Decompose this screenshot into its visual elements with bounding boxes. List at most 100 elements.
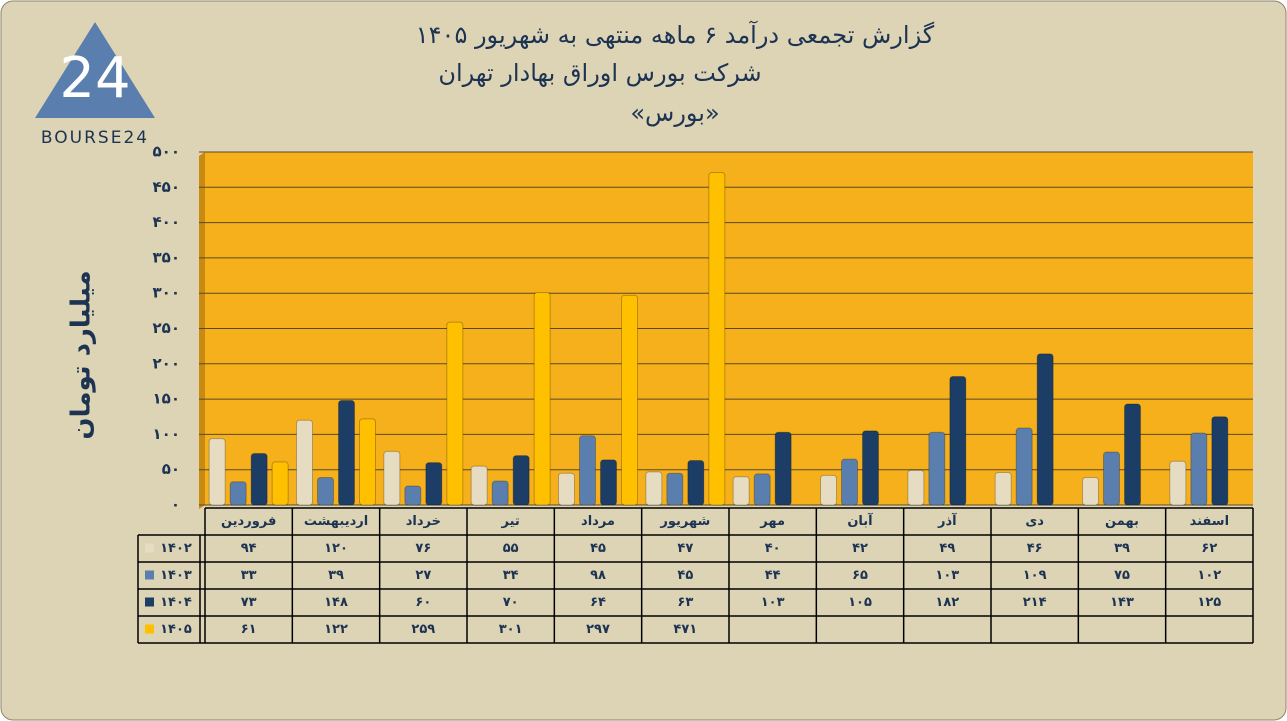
bar xyxy=(666,472,684,506)
table-value: ۳۹ xyxy=(328,568,344,583)
table-value: ۳۴ xyxy=(503,568,519,583)
table-value: ۱۲۲ xyxy=(324,622,348,637)
table-value: ۲۵۹ xyxy=(411,622,435,637)
chart-note: «بورس» xyxy=(630,99,719,127)
bar xyxy=(949,376,967,506)
table-value: ۳۳ xyxy=(241,568,257,583)
table-value: ۱۰۹ xyxy=(1023,568,1047,583)
bar xyxy=(753,473,771,506)
y-tick-label: ۱۰۰ xyxy=(153,425,180,443)
table-value: ۷۰ xyxy=(503,595,519,610)
logo-text: BOURSE24 xyxy=(41,128,149,148)
table-value: ۴۴ xyxy=(765,568,781,583)
table-value: ۱۴۸ xyxy=(324,595,348,610)
table-value: ۴۲ xyxy=(852,541,868,556)
table-value: ۱۴۳ xyxy=(1110,595,1134,610)
x-tick-label: آبان xyxy=(847,512,873,529)
bar xyxy=(820,474,837,506)
y-tick-label: ۴۵۰ xyxy=(153,178,180,196)
table-value: ۲۹۷ xyxy=(586,622,610,637)
table-value: ۶۱ xyxy=(241,622,257,637)
plot-side-wall xyxy=(199,152,205,509)
x-tick-label: مهر xyxy=(759,514,785,529)
table-value: ۹۸ xyxy=(590,568,606,583)
x-tick-label: خرداد xyxy=(406,514,441,529)
bar xyxy=(250,452,268,506)
table-value: ۲۱۴ xyxy=(1023,595,1047,610)
legend-label: ۱۴۰۳ xyxy=(160,568,192,583)
bar xyxy=(579,435,596,506)
bar xyxy=(732,476,750,506)
table-value: ۷۵ xyxy=(1114,568,1130,583)
logo-triangle xyxy=(35,22,155,118)
table-value: ۴۰ xyxy=(765,541,781,556)
table-value: ۵۵ xyxy=(503,541,519,556)
bar xyxy=(1211,416,1229,506)
table-value: ۷۶ xyxy=(415,541,431,556)
x-tick-label: تیر xyxy=(501,514,520,529)
bar xyxy=(296,419,313,506)
legend-label: ۱۴۰۵ xyxy=(160,622,192,637)
chart-subtitle: شرکت بورس اوراق بهادار تهران xyxy=(438,59,761,87)
bar xyxy=(928,431,946,506)
chart-title: گزارش تجمعی درآمد ۶ ماهه منتهی به شهریور… xyxy=(416,20,935,49)
x-tick-label: اسفند xyxy=(1190,514,1229,529)
y-tick-label: ۴۰۰ xyxy=(153,213,180,231)
legend-swatch xyxy=(145,543,154,553)
table-value: ۱۰۳ xyxy=(761,595,785,610)
table-value: ۱۸۲ xyxy=(935,595,959,610)
table-value: ۳۹ xyxy=(1114,541,1130,556)
bar xyxy=(491,480,509,506)
legend-label: ۱۴۰۴ xyxy=(160,595,192,610)
bar xyxy=(229,481,247,506)
logo-mark: 24 xyxy=(59,46,130,111)
legend-swatch xyxy=(145,597,154,607)
bar xyxy=(862,430,879,506)
bar xyxy=(338,400,355,506)
bar xyxy=(1103,451,1120,506)
table-value: ۴۷۱ xyxy=(673,622,697,637)
y-tick-label: ۰ xyxy=(171,496,180,514)
bar xyxy=(774,431,792,506)
bar xyxy=(558,472,575,506)
y-tick-label: ۱۵۰ xyxy=(153,390,180,408)
table-value: ۱۰۲ xyxy=(1197,568,1221,583)
y-tick-label: ۲۰۰ xyxy=(153,354,180,372)
table-value: ۶۵ xyxy=(852,568,868,583)
y-tick-label: ۲۵۰ xyxy=(153,319,180,337)
bar xyxy=(425,462,443,506)
table-value: ۱۰۵ xyxy=(848,595,872,610)
table-value: ۶۰ xyxy=(415,595,431,610)
bar xyxy=(271,461,289,506)
table-value: ۴۵ xyxy=(590,541,606,556)
legend-swatch xyxy=(145,570,154,580)
bar xyxy=(1190,432,1208,506)
bar xyxy=(446,321,464,506)
bar xyxy=(600,459,617,506)
table-value: ۶۴ xyxy=(590,595,606,610)
bar xyxy=(907,469,925,506)
bar xyxy=(359,418,376,506)
bar xyxy=(1124,403,1141,506)
y-tick-label: ۳۰۰ xyxy=(153,284,180,302)
y-axis-label: میلیارد تومان xyxy=(67,270,97,439)
table-value: ۹۴ xyxy=(241,541,257,556)
x-tick-label: بهمن xyxy=(1105,514,1139,529)
bar xyxy=(470,465,488,506)
y-tick-label: ۵۰ xyxy=(162,460,180,478)
table-value: ۳۰۱ xyxy=(499,622,523,637)
bar xyxy=(208,438,226,506)
x-tick-label: فروردین xyxy=(221,514,276,529)
bar xyxy=(687,460,705,506)
bar xyxy=(1169,460,1187,506)
bar xyxy=(994,472,1012,506)
bar xyxy=(841,458,858,506)
bar xyxy=(383,450,401,506)
table-value: ۴۵ xyxy=(677,568,693,583)
table-value: ۲۷ xyxy=(415,568,431,583)
bar xyxy=(645,471,663,506)
table-value: ۶۲ xyxy=(1201,541,1217,556)
table-value: ۷۳ xyxy=(241,595,257,610)
x-tick-label: دی xyxy=(1025,514,1044,529)
